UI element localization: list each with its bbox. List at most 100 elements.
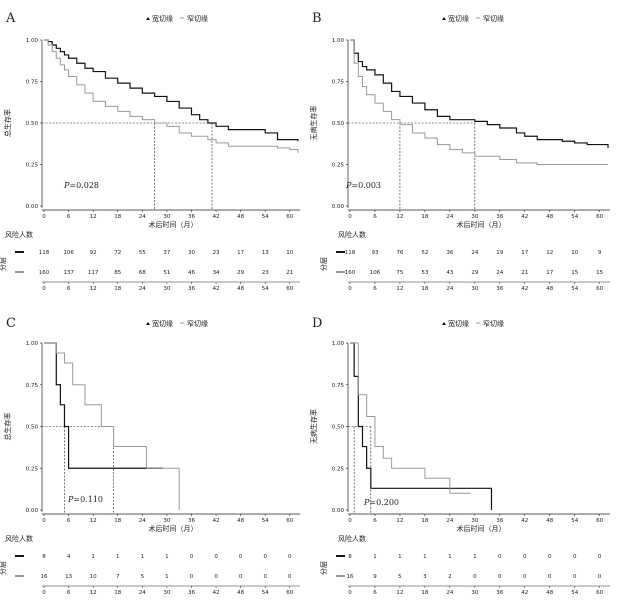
risk-number: 24 xyxy=(471,250,478,256)
risk-number: 1 xyxy=(141,554,145,560)
p-value-prefix: P xyxy=(345,181,352,190)
x-tick-label: 42 xyxy=(521,214,528,220)
risk-x-tick-label: 30 xyxy=(471,286,478,292)
x-tick-label: 60 xyxy=(286,214,293,220)
x-tick-label: 6 xyxy=(67,214,71,220)
risk-x-tick-label: 24 xyxy=(446,590,453,596)
y-tick-label: 0.50 xyxy=(26,121,39,127)
risk-number: 46 xyxy=(188,270,195,276)
risk-number: 52 xyxy=(421,250,428,256)
y-tick-label: 0.50 xyxy=(26,425,39,431)
risk-x-tick-label: 60 xyxy=(596,286,603,292)
y-tick-label: 0.25 xyxy=(332,163,345,169)
risk-x-tick-label: 36 xyxy=(496,590,503,596)
risk-x-tick-label: 54 xyxy=(571,286,578,292)
x-tick-label: 12 xyxy=(90,214,97,220)
x-tick-label: 48 xyxy=(546,214,553,220)
x-tick-label: 24 xyxy=(139,214,146,220)
risk-number: 8 xyxy=(348,554,352,560)
risk-x-tick-label: 24 xyxy=(446,286,453,292)
risk-number: 10 xyxy=(571,250,578,256)
risk-number: 5 xyxy=(398,574,402,580)
risk-number: 10 xyxy=(90,574,97,580)
risk-x-tick-label: 12 xyxy=(90,286,97,292)
risk-x-tick-label: 12 xyxy=(396,286,403,292)
strata-label: 分层 xyxy=(319,257,328,271)
risk-number: 17 xyxy=(521,250,528,256)
p-value-text: =0.028 xyxy=(69,181,99,190)
risk-number: 0 xyxy=(498,554,502,560)
risk-x-tick-label: 54 xyxy=(262,286,269,292)
y-tick-label: 0.75 xyxy=(332,80,345,86)
y-tick-label: 0.50 xyxy=(332,121,345,127)
risk-x-tick-label: 0 xyxy=(348,286,352,292)
risk-x-tick-label: 24 xyxy=(139,590,146,596)
risk-x-tick-label: 12 xyxy=(90,590,97,596)
y-tick-label: 0.25 xyxy=(26,466,39,472)
x-tick-label: 60 xyxy=(596,214,603,220)
risk-number: 29 xyxy=(471,270,478,276)
p-value-prefix: P xyxy=(63,181,70,190)
risk-number: 43 xyxy=(446,270,453,276)
risk-number: 75 xyxy=(396,270,403,276)
legend-label-narrow: 窄切缘 xyxy=(483,319,504,328)
risk-number: 0 xyxy=(239,574,243,580)
risk-number: 13 xyxy=(262,250,269,256)
legend-label-narrow: 窄切缘 xyxy=(187,14,208,23)
risk-number: 1 xyxy=(91,554,95,560)
p-value: P=0.028 xyxy=(63,181,99,190)
p-value-text: =0.110 xyxy=(73,495,103,504)
risk-table-title: 风险人数 xyxy=(338,534,366,543)
series-line-narrow xyxy=(44,342,180,510)
y-tick-label: 1.00 xyxy=(26,341,39,347)
strata-marker-wide xyxy=(336,555,345,557)
risk-number: 12 xyxy=(546,250,553,256)
risk-number: 0 xyxy=(548,554,552,560)
x-axis-label: 术后时间（月） xyxy=(457,220,506,229)
risk-number: 85 xyxy=(114,270,121,276)
risk-number: 51 xyxy=(163,270,170,276)
x-tick-label: 6 xyxy=(373,518,377,524)
risk-x-tick-label: 6 xyxy=(67,590,71,596)
legend: 宽切缘 窄切缘 xyxy=(146,14,208,23)
risk-x-tick-label: 60 xyxy=(286,590,293,596)
x-axis-label: 术后时间（月） xyxy=(149,220,198,229)
x-tick-label: 54 xyxy=(571,214,578,220)
risk-number: 76 xyxy=(396,250,403,256)
risk-x-tick-label: 60 xyxy=(286,286,293,292)
legend: 宽切缘 窄切缘 xyxy=(442,319,504,328)
x-tick-label: 12 xyxy=(90,518,97,524)
risk-number: 68 xyxy=(139,270,146,276)
risk-number: 106 xyxy=(370,270,381,276)
risk-table-title: 风险人数 xyxy=(5,230,33,239)
risk-x-tick-label: 48 xyxy=(237,286,244,292)
risk-number: 9 xyxy=(373,574,377,580)
series-line-narrow xyxy=(350,39,608,165)
risk-x-tick-label: 0 xyxy=(348,590,352,596)
risk-number: 0 xyxy=(473,574,477,580)
risk-x-tick-label: 54 xyxy=(571,590,578,596)
x-tick-label: 30 xyxy=(471,214,478,220)
risk-number: 0 xyxy=(239,554,243,560)
legend-label-wide: 宽切缘 xyxy=(152,14,173,23)
risk-number: 0 xyxy=(214,574,218,580)
strata-label: 分层 xyxy=(319,561,328,575)
risk-number: 37 xyxy=(163,250,170,256)
risk-number: 1 xyxy=(448,554,452,560)
series-line-wide xyxy=(44,39,299,142)
x-tick-label: 0 xyxy=(42,214,46,220)
risk-number: 118 xyxy=(39,250,50,256)
risk-x-tick-label: 42 xyxy=(213,590,220,596)
risk-x-tick-label: 48 xyxy=(546,286,553,292)
x-axis-label: 术后时间（月） xyxy=(457,524,506,533)
risk-number: 13 xyxy=(65,574,72,580)
risk-x-tick-label: 36 xyxy=(188,286,195,292)
risk-number: 2 xyxy=(448,574,452,580)
x-tick-label: 42 xyxy=(213,214,220,220)
x-tick-label: 30 xyxy=(163,214,170,220)
legend: 宽切缘 窄切缘 xyxy=(442,14,504,23)
x-tick-label: 60 xyxy=(286,518,293,524)
